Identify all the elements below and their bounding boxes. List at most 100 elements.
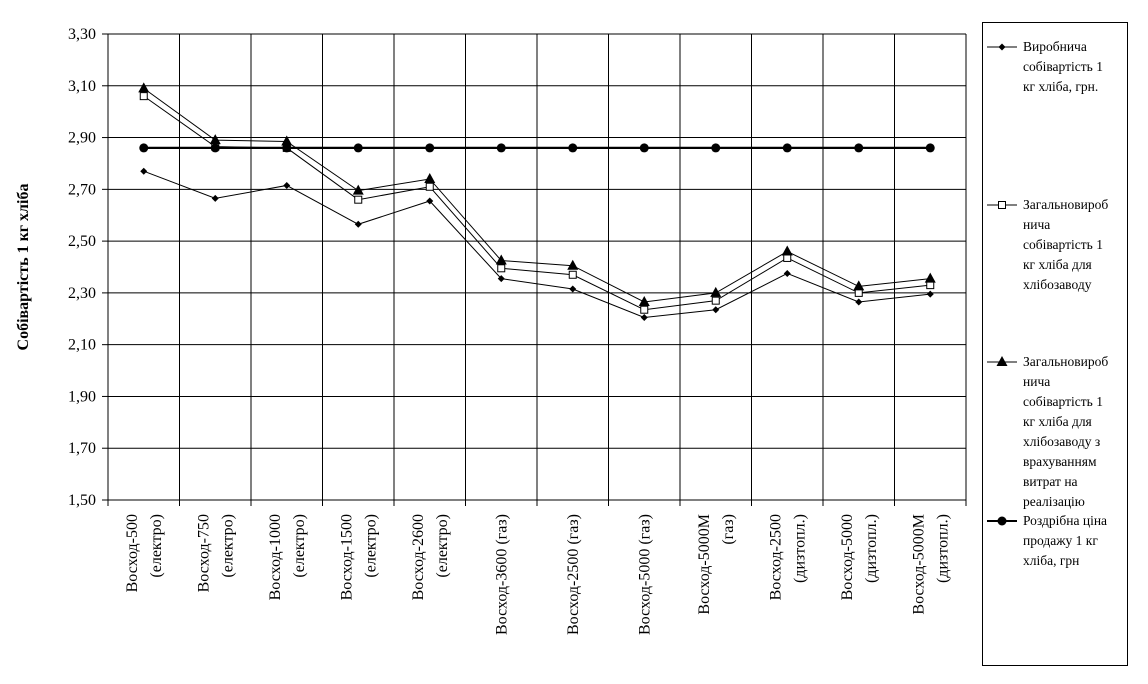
series-4-point: [782, 143, 792, 153]
x-category-label: Восход-2500 (дизтопл.): [767, 514, 808, 600]
series-4-point: [854, 143, 864, 153]
x-category-label: Восход-5000 (дизтопл.): [839, 514, 880, 600]
series-line-3: [143, 87, 931, 303]
legend-label-line: нича: [1023, 217, 1051, 232]
x-category-label-line: Восход-1500: [338, 514, 355, 600]
series-3-point: [781, 245, 793, 256]
y-axis-label: Собівартість 1 кг хліба: [15, 184, 32, 351]
legend-label-line: собівартість 1: [1023, 59, 1103, 74]
y-tick-labels: 1,50 1,70 1,90 2,10 2,30 2,50 2,70 2,90 3,10 3,30: [68, 26, 96, 509]
legend-symbol: [987, 201, 1017, 209]
legend-label-line: Роздрібна ціна: [1023, 513, 1108, 528]
series-1-point: [497, 275, 505, 283]
y-tick-label: 2,70: [68, 181, 96, 198]
series-3-point: [853, 280, 865, 291]
y-tick-label: 2,50: [68, 233, 96, 250]
legend-label-line: витрат на: [1023, 474, 1078, 489]
legend-label-line: Виробнича: [1023, 39, 1087, 54]
series-4-point: [568, 143, 578, 153]
series-2-point: [854, 288, 863, 297]
legend-label-line: кг хліба для: [1023, 257, 1092, 272]
legend-symbol-marker: [996, 356, 1008, 366]
x-category-label-line: Восход-2500 (газ): [565, 514, 582, 635]
series-3-point: [638, 295, 650, 306]
legend-label-line: хліба, грн: [1023, 553, 1080, 568]
series-3-point: [281, 135, 293, 146]
legend-label: Роздрібна ціна продажу 1 кг хліба, грн: [1023, 511, 1125, 571]
legend-label: Виробнича собівартість 1 кг хліба, грн.: [1023, 37, 1125, 97]
x-category-label: Восход-1000 (електро): [267, 514, 308, 600]
legend-label-line: врахуванням: [1023, 454, 1097, 469]
x-tick-labels: Восход-500 (електро) Восход-750 (електро) Во…: [124, 514, 952, 635]
x-category-label-line: (дизтопл.): [791, 514, 808, 583]
x-category-label: Восход-5000М (дизтопл.): [910, 514, 951, 615]
legend-symbol-marker: [997, 516, 1007, 526]
legend-symbol: [987, 43, 1017, 51]
legend-label-line: собівартість 1: [1023, 237, 1103, 252]
series-2-point: [783, 253, 792, 262]
series-2-point: [354, 195, 363, 204]
series-3-point: [138, 82, 150, 93]
y-tick-label: 3,30: [68, 26, 96, 43]
legend-label-line: кг хліба для: [1023, 414, 1092, 429]
series-2-point: [926, 281, 935, 290]
series-markers: [138, 82, 936, 321]
series-1-point: [283, 181, 291, 189]
line-chart: 1,50 1,70 1,90 2,10 2,30 2,50 2,70 2,90 3,10 3,30…: [15, 26, 967, 635]
series-3-point: [424, 172, 436, 183]
series-3-point: [352, 184, 364, 195]
series-1-point: [211, 194, 219, 202]
series-3-point: [209, 134, 221, 145]
x-category-label-line: (газ): [720, 514, 737, 545]
legend-label-line: продажу 1 кг: [1023, 533, 1098, 548]
x-category-label: Восход-500 (електро): [124, 514, 165, 592]
legend-label: Загальновироб нича собівартість 1 кг хліба …: [1023, 352, 1125, 512]
y-tick-label: 1,90: [68, 388, 96, 405]
y-tick-label: 1,70: [68, 440, 96, 457]
legend-label-line: Загальновироб: [1023, 354, 1109, 369]
series-4-point: [639, 143, 649, 153]
series-2-point: [425, 182, 434, 191]
y-tick-label: 2,30: [68, 285, 96, 302]
legend-label-line: хлібозаводу з: [1023, 434, 1101, 449]
series-4-point: [282, 143, 292, 153]
x-category-label-line: Восход-5000: [839, 514, 856, 600]
series-1-point: [426, 197, 434, 205]
series-2-point: [568, 270, 577, 279]
series-2-point: [497, 264, 506, 273]
x-category-label-line: (дизтопл.): [863, 514, 880, 583]
x-category-label-line: Восход-1000: [267, 514, 284, 600]
series-3-point: [567, 259, 579, 270]
y-tick-label: 2,90: [68, 130, 96, 147]
series-4-point: [496, 143, 506, 153]
legend-label: Загальновироб нича собівартість 1 кг хліба …: [1023, 195, 1125, 295]
series-line-1: [143, 170, 931, 318]
series-3-point: [710, 286, 722, 297]
x-category-label: Восход-2500 (газ): [565, 514, 582, 635]
x-category-label-line: Восход-3600 (газ): [493, 514, 510, 635]
series-1-point: [354, 220, 362, 228]
legend-label-line: кг хліба, грн.: [1023, 79, 1099, 94]
x-category-label: Восход-3600 (газ): [493, 514, 510, 635]
series-1-point: [140, 167, 148, 175]
legend-symbol: [987, 516, 1017, 526]
series-1-point: [712, 306, 720, 314]
x-category-label-line: (електро): [219, 514, 236, 578]
x-category-label-line: Восход-5000М: [910, 514, 927, 615]
legend-label-line: собівартість 1: [1023, 394, 1103, 409]
series-2-point: [640, 305, 649, 314]
y-tick-label: 1,50: [68, 492, 96, 509]
series-4-point: [925, 143, 935, 153]
series-3-point: [924, 272, 936, 283]
legend-label-line: хлібозаводу: [1023, 277, 1092, 292]
series-4-point: [353, 143, 363, 153]
legend-symbol: [987, 356, 1017, 366]
x-category-label-line: (електро): [362, 514, 379, 578]
x-category-label-line: Восход-750: [195, 514, 212, 592]
legend-symbol-marker: [998, 43, 1006, 51]
x-category-label-line: (електро): [148, 514, 165, 578]
series-1-point: [640, 313, 648, 321]
x-category-label: Восход-1500 (електро): [338, 514, 379, 600]
y-tick-label: 2,10: [68, 337, 96, 354]
x-category-label-line: Восход-2500: [767, 514, 784, 600]
